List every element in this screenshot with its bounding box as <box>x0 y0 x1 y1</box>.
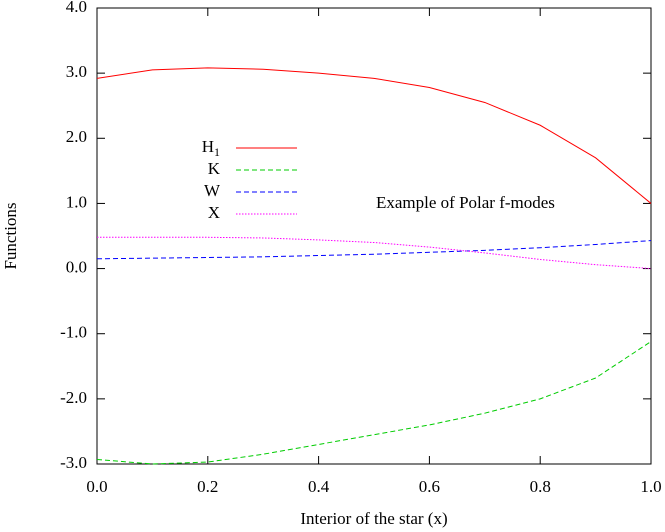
y-tick-label: 0.0 <box>66 257 87 276</box>
y-tick-label: -2.0 <box>60 388 87 407</box>
legend-label: K <box>208 159 221 178</box>
plot-frame <box>96 7 652 465</box>
y-tick-label: 4.0 <box>66 0 87 16</box>
series-line <box>96 240 652 260</box>
y-tick-label: 1.0 <box>66 192 87 211</box>
x-tick-label: 0.0 <box>86 477 107 496</box>
x-tick-label: 0.2 <box>197 477 218 496</box>
legend-label: H1 <box>202 137 220 159</box>
y-tick-label: 3.0 <box>66 62 87 81</box>
series-line <box>96 341 652 465</box>
y-axis-label: Functions <box>1 202 20 269</box>
series-line <box>97 236 652 270</box>
series-line <box>96 67 652 204</box>
x-tick-label: 0.4 <box>308 477 330 496</box>
y-tick-label: -1.0 <box>60 323 87 342</box>
y-tick-label: 2.0 <box>66 127 87 146</box>
x-axis-label: Interior of the star (x) <box>300 509 447 528</box>
x-tick-label: 0.6 <box>419 477 440 496</box>
legend-label: X <box>208 203 220 222</box>
x-tick-label: 0.8 <box>530 477 551 496</box>
annotation: Example of Polar f-modes <box>376 193 555 212</box>
y-tick-label: -3.0 <box>60 453 87 472</box>
legend-label: W <box>204 181 221 200</box>
x-tick-label: 1.0 <box>640 477 661 496</box>
